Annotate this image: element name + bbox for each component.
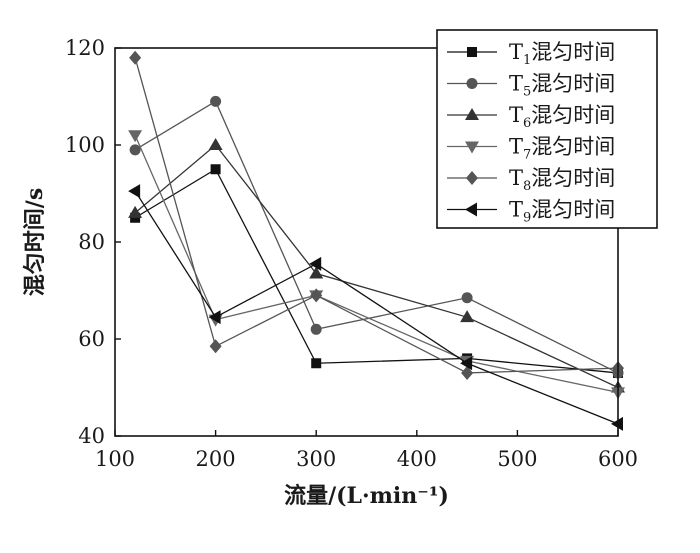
data-point (311, 358, 322, 369)
legend-entry: T9混匀时间 (447, 198, 615, 226)
data-point (208, 310, 221, 325)
legend-label: T8混匀时间 (509, 166, 615, 194)
x-tick-label: 100 (95, 447, 135, 471)
legend-label: T1混匀时间 (509, 40, 615, 68)
data-point (461, 292, 473, 304)
data-point (461, 365, 474, 380)
legend-label: T7混匀时间 (509, 135, 615, 163)
data-point (128, 130, 143, 143)
legend-label: T5混匀时间 (509, 72, 615, 100)
data-point (129, 144, 141, 156)
x-tick-label: 500 (497, 447, 537, 471)
y-tick-label: 80 (78, 230, 105, 254)
data-point (309, 256, 322, 271)
legend-entry: T1混匀时间 (447, 40, 615, 68)
data-point (310, 323, 322, 335)
data-point (128, 184, 141, 199)
legend-marker (465, 141, 479, 154)
legend-entry: T7混匀时间 (447, 135, 615, 163)
legend-box (436, 29, 658, 229)
data-point (460, 310, 475, 323)
plot-area (128, 50, 625, 431)
x-tick-label: 200 (196, 447, 236, 471)
x-tick-label: 400 (397, 447, 437, 471)
x-tick-label: 300 (296, 447, 336, 471)
y-axis-title: 混匀时间/s (22, 188, 48, 296)
data-point (129, 50, 142, 65)
x-axis-title: 流量/(L·min⁻¹) (284, 483, 449, 509)
y-tick-label: 40 (78, 424, 105, 448)
data-point (210, 164, 221, 175)
legend-entry: T5混匀时间 (447, 72, 615, 100)
data-point (208, 138, 223, 150)
legend-label: T9混匀时间 (509, 198, 615, 226)
data-point (128, 205, 143, 218)
legend-marker (465, 108, 479, 120)
legend: T1混匀时间 T5混匀时间 T6混匀时间 T7混匀时间 T8混匀时间 T9混匀时间 (436, 29, 658, 229)
legend-marker (466, 171, 478, 185)
data-point (309, 266, 324, 279)
legend-marker (467, 47, 477, 57)
data-point (210, 95, 222, 107)
legend-entry: T8混匀时间 (447, 166, 615, 194)
legend-entry: T6混匀时间 (447, 103, 615, 131)
data-point (209, 339, 222, 354)
data-point (611, 416, 623, 431)
x-tick-label: 600 (598, 447, 638, 471)
axes: 100 200 300 400 500 600 40 60 80 100 120 (65, 36, 638, 471)
series-T8混匀时间 (129, 50, 624, 380)
series-T9混匀时间 (128, 184, 623, 431)
legend-label: T6混匀时间 (509, 103, 615, 131)
y-tick-label: 100 (65, 133, 105, 157)
data-point (460, 356, 473, 371)
legend-marker (466, 78, 478, 89)
data-point (310, 288, 323, 303)
y-tick-label: 60 (78, 327, 105, 351)
y-tick-label: 120 (65, 36, 105, 60)
legend-marker (465, 202, 477, 217)
